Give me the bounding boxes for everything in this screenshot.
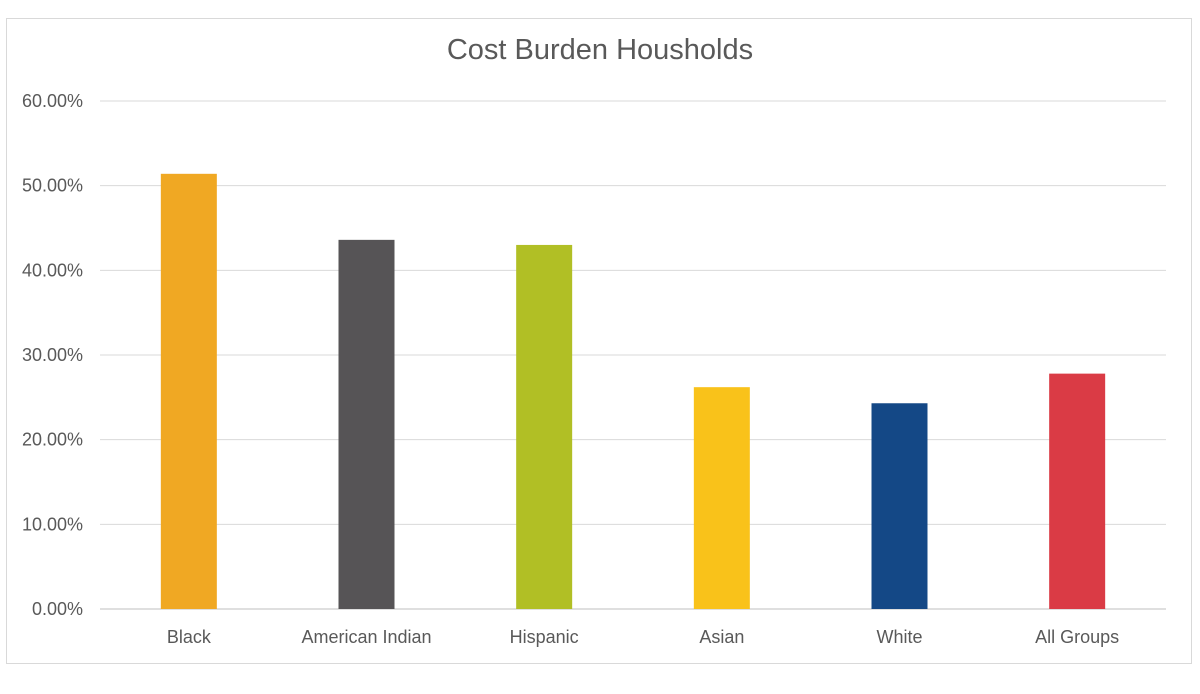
bar-black (160, 173, 217, 609)
y-tick-label: 30.00% (22, 345, 83, 365)
x-tick-label: All Groups (1035, 627, 1119, 647)
y-tick-label: 20.00% (22, 430, 83, 450)
y-tick-label: 50.00% (22, 176, 83, 196)
bars (160, 173, 1106, 609)
x-tick-label: Hispanic (510, 627, 579, 647)
y-axis-labels: 0.00% 10.00% 20.00% 30.00% 40.00% 50.00% 60.00… (22, 91, 83, 619)
bar-hispanic (516, 244, 573, 609)
x-tick-label: American Indian (301, 627, 431, 647)
x-tick-label: Black (167, 627, 212, 647)
gridlines (100, 100, 1166, 610)
y-tick-label: 40.00% (22, 260, 83, 280)
y-tick-label: 10.00% (22, 514, 83, 534)
bar-asian (693, 387, 750, 609)
bar-american-indian (338, 239, 395, 609)
y-tick-label: 60.00% (22, 91, 83, 111)
bar-white (871, 403, 928, 609)
x-tick-label: Asian (699, 627, 744, 647)
x-axis-labels: Black American Indian Hispanic Asian White Al… (167, 627, 1119, 647)
bar-all-groups (1049, 373, 1106, 609)
y-tick-label: 0.00% (32, 599, 83, 619)
x-tick-label: White (876, 627, 922, 647)
chart-title: Cost Burden Housholds (446, 34, 754, 66)
